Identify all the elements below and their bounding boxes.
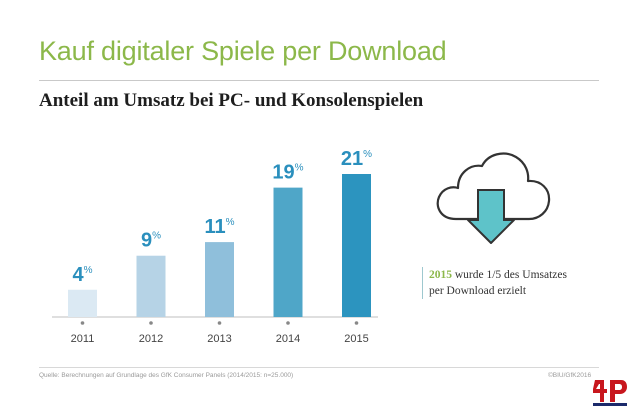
tick-mark [149, 321, 153, 325]
source-divider [39, 367, 599, 368]
download-note: 2015 wurde 1/5 des Umsatzes per Download… [422, 267, 567, 299]
tick-mark [80, 321, 85, 325]
tick-mark [354, 321, 359, 325]
site-logo: 4P [590, 374, 630, 408]
note-line-1: wurde 1/5 des Umsatzes [452, 269, 567, 281]
copyright-text: ©BIU/GfK2016 [548, 372, 592, 379]
x-tick-label: 2014 [276, 333, 300, 345]
source-text: Quelle: Berechnungen auf Grundlage des G… [39, 372, 294, 379]
data-label: 19% [272, 162, 303, 184]
data-label: 11% [204, 216, 234, 238]
x-tick-label: 2013 [207, 333, 231, 345]
bar-2014 [273, 187, 303, 317]
tick-mark [286, 321, 290, 325]
tick-mark [217, 321, 222, 325]
data-label: 4% [72, 264, 92, 286]
note-line-2: per Download erzielt [429, 285, 527, 297]
cloud-download-icon [430, 140, 555, 257]
note-year: 2015 [429, 269, 452, 281]
x-tick-label: 2015 [344, 333, 368, 345]
page-title: Kauf digitaler Spiele per Download [39, 36, 447, 66]
data-label: 9% [141, 230, 161, 252]
bar-2013 [205, 242, 234, 317]
title-divider [39, 80, 599, 81]
x-tick-label: 2011 [71, 333, 95, 345]
x-tick-label: 2012 [139, 333, 163, 345]
bar-chart: 4% 2011 9% 2012 11% 2013 19% 2014 21% 2015 [52, 148, 378, 345]
bar-2011 [68, 289, 97, 317]
data-label: 21% [341, 148, 372, 170]
bar-2012 [136, 255, 166, 317]
chart-subtitle: Anteil am Umsatz bei PC- und Konsolenspi… [39, 90, 424, 111]
bar-2015 [342, 174, 371, 317]
